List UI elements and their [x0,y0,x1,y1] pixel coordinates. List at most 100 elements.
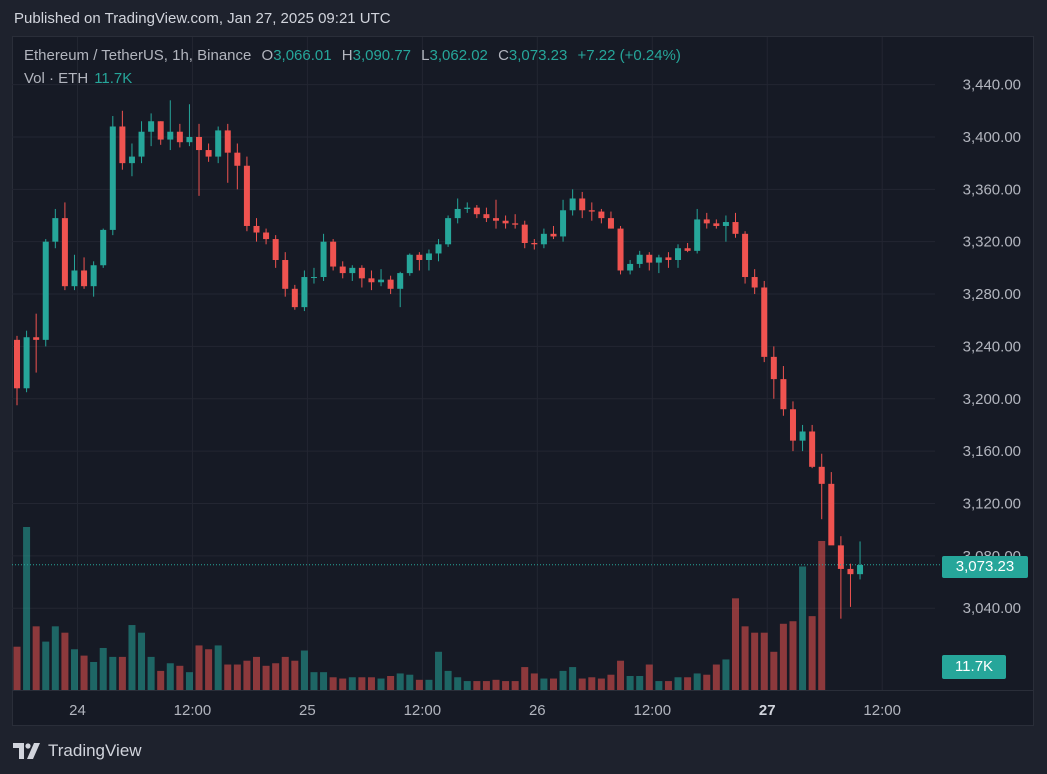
volume-bar [42,641,50,690]
candle-body [186,136,193,143]
volume-bar [348,677,356,690]
volume-bar [99,647,107,690]
candle-body [90,265,97,287]
volume-bar [205,649,213,690]
x-tick-label: 26 [529,702,546,719]
candle-body [176,131,183,143]
chart-panel[interactable] [12,36,1034,726]
footer-brand[interactable]: TradingView [12,741,142,761]
candle-body [617,228,624,271]
volume-bar [253,656,260,690]
volume-bar [722,659,730,690]
candle-body [282,260,289,289]
candle-body [109,126,116,230]
volume-bar [118,656,126,690]
ohlc-legend: Ethereum / TetherUS, 1h, Binance O3,066.… [24,47,681,64]
y-tick-label: 3,280.00 [963,286,1021,303]
volume-bar [90,661,98,690]
x-tick-label: 24 [69,702,86,719]
last-volume-badge: 11.7K [942,655,1006,679]
volume-bar [597,678,605,690]
x-tick-label: 25 [299,702,316,719]
volume-bar [617,660,625,690]
volume-bar [626,675,634,690]
candle-body [560,210,567,237]
volume-bar [636,675,644,690]
volume-bar [61,632,69,690]
volume-bar [732,598,739,690]
candle-body [837,545,844,569]
volume-bar [655,681,663,690]
close-label: C [498,47,509,64]
candle-body [713,223,720,226]
candle-body [157,121,164,140]
candle-body [61,218,68,287]
volume-bar [473,681,481,690]
volume-bar [396,673,404,690]
volume-bar [320,672,328,690]
brand-name: TradingView [48,741,142,760]
volume-bar [128,625,136,690]
volume-bar [310,672,318,690]
volume-bar [549,678,557,690]
candle-body [799,431,806,441]
y-tick-label: 3,360.00 [963,181,1021,198]
candle-body [368,278,375,283]
volume-bar [329,677,337,690]
candle-body [569,198,576,211]
x-tick-label: 12:00 [863,702,901,719]
candle-body [665,257,672,261]
candle-body [780,379,787,410]
close-value: 3,073.23 [508,47,568,64]
candle-body [588,210,595,212]
volume-bar [70,649,78,690]
volume-bar [358,677,366,690]
volume-bar [224,664,232,690]
candle-body [761,287,768,357]
candle-body [387,279,394,289]
y-tick-label: 3,440.00 [963,77,1021,94]
volume-bar [233,664,241,690]
volume-bar [243,660,251,690]
volume-bar [166,663,174,690]
volume-bar [185,672,193,690]
volume-bar [521,667,529,690]
change-value: +7.22 (+0.24%) [577,47,681,64]
volume-bar [808,616,816,690]
y-tick-label: 3,200.00 [963,391,1021,408]
candle-body [493,218,499,221]
candle-body [770,356,777,380]
y-tick-label: 3,040.00 [963,600,1021,617]
candle-body [52,218,59,242]
candle-body [272,239,279,261]
candle-body [310,277,317,279]
volume-bar [789,621,797,690]
candle-body [627,263,634,271]
volume-bar [138,632,146,690]
candle-body [531,242,538,245]
low-label: L [421,47,430,64]
candle-body [454,208,461,219]
volume-bar [262,665,270,690]
candle-body [847,568,854,575]
volume-label[interactable]: Vol · ETH [24,70,89,87]
candle-body [330,241,337,267]
volume-bar [415,679,423,690]
published-note: Published on TradingView.com, Jan 27, 20… [14,10,391,27]
volume-bar [387,675,395,690]
volume-bar [157,670,165,690]
candle-body [809,431,816,467]
volume-bar [454,677,462,690]
y-tick-label: 3,400.00 [963,129,1021,146]
volume-bar [492,679,500,690]
candle-body [445,218,452,245]
candle-body [521,224,528,243]
candle-body [23,337,30,389]
candle-body [358,267,365,279]
candle-body [128,156,135,164]
open-value: 3,066.01 [273,47,332,64]
volume-bar [818,541,826,690]
symbol-label[interactable]: Ethereum / TetherUS, 1h, Binance [24,47,252,64]
candle-body [339,266,346,274]
